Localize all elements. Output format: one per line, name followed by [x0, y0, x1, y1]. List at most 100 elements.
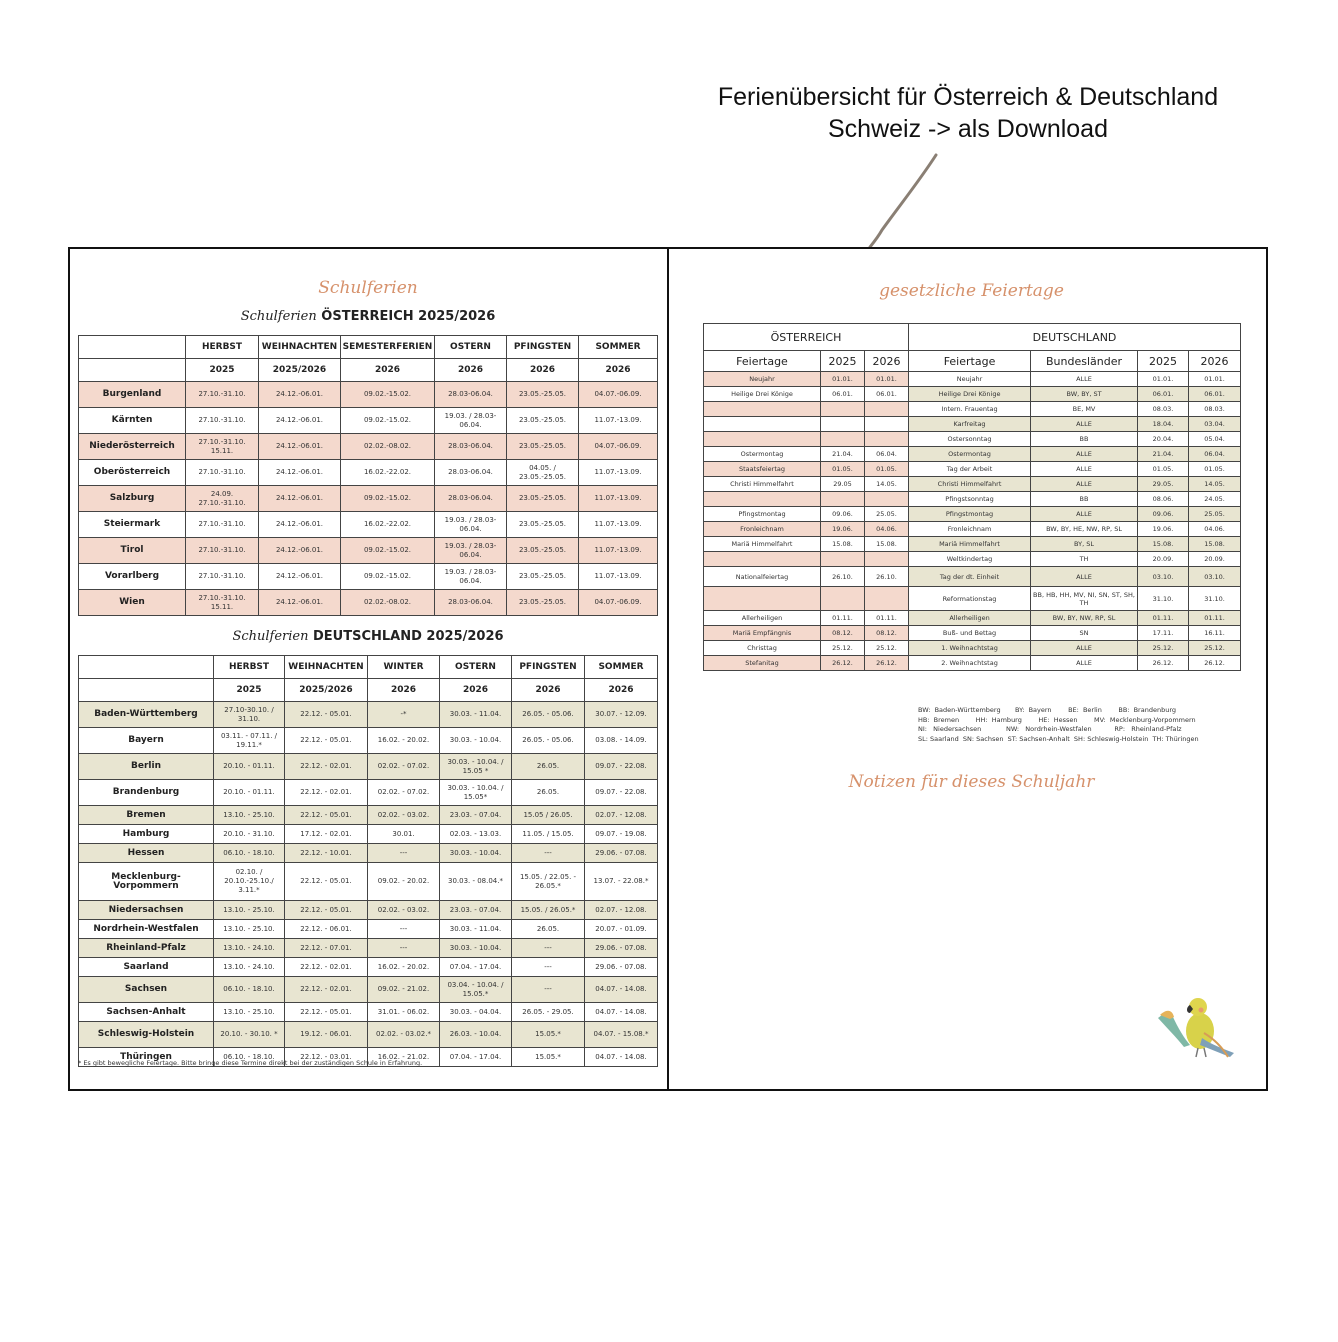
germany-date-2025: 26.12.	[1137, 655, 1190, 671]
column-header-y2025: 2025	[1137, 350, 1190, 372]
column-year: 2026	[367, 678, 440, 702]
column-header: WEIHNACHTEN	[284, 655, 368, 679]
date-cell: 27.10.-31.10. 15.11.	[185, 589, 259, 616]
austria-holiday-date	[820, 586, 865, 611]
column-year: 2026	[439, 678, 512, 702]
date-cell: 16.02.-22.02.	[340, 459, 435, 486]
austria-holiday-name	[703, 551, 821, 567]
caption-line-2: Schweiz -> als Download	[828, 115, 1108, 143]
table-row: Oberösterreich 27.10.-31.10. 24.12.-06.01.…	[78, 459, 658, 486]
date-cell: 15.05. / 22.05. - 26.05.*	[511, 862, 585, 901]
austria-holiday-date: 01.01.	[820, 371, 865, 387]
austria-holiday-date: 15.08.	[863, 536, 910, 552]
pencil-stroke-icon	[868, 153, 938, 249]
table-row: Tirol 27.10.-31.10. 24.12.-06.01. 09.02.-15…	[78, 537, 658, 564]
region-name: Steiermark	[78, 511, 186, 538]
date-cell: 30.03. - 04.04.	[439, 1002, 512, 1022]
germany-date-2025: 18.04.	[1137, 416, 1190, 432]
header-corner	[78, 335, 186, 359]
date-cell: 13.10. - 25.10.	[213, 1002, 285, 1022]
date-cell: 23.03. - 07.04.	[439, 900, 512, 920]
date-cell: 22.12. - 10.01.	[284, 843, 368, 863]
date-cell: 22.12. - 05.01.	[284, 862, 368, 901]
austria-holiday-date: 06.01.	[863, 386, 910, 402]
notes-title: Notizen für dieses Schuljahr	[848, 772, 1095, 792]
table-row: Salzburg 24.09. 27.10.-31.10. 24.12.-06.01…	[78, 485, 658, 512]
date-cell: 03.11. - 07.11. / 19.11.*	[213, 727, 285, 754]
date-cell: 24.12.-06.01.	[258, 563, 341, 590]
header-row-years: 2025 2025/2026 2026 2026 2026 2026	[78, 358, 658, 382]
austria-holiday-date: 21.04.	[820, 446, 865, 462]
germany-holiday-name: Mariä Himmelfahrt	[908, 536, 1032, 552]
austria-holiday-date: 15.08.	[820, 536, 865, 552]
date-cell: 24.12.-06.01.	[258, 459, 341, 486]
date-cell: 30.03. - 11.04.	[439, 919, 512, 939]
page-divider	[667, 247, 669, 1091]
germany-date-2026: 31.10.	[1188, 586, 1242, 611]
date-cell: 09.07. - 22.08.	[584, 753, 658, 780]
date-cell: 09.02. - 20.02.	[367, 862, 440, 901]
austria-holiday-name	[703, 431, 821, 447]
holiday-row: Neujahr 01.01. 01.01. Neujahr ALLE 01.01. 01.0…	[703, 371, 1242, 387]
left-page-title: Schulferien	[318, 278, 418, 298]
date-cell: 30.03. - 08.04.*	[439, 862, 512, 901]
date-cell: 30.07. - 12.09.	[584, 701, 658, 728]
region-name: Bayern	[78, 727, 214, 754]
germany-date-2025: 08.03.	[1137, 401, 1190, 417]
table-row: Nordrhein-Westfalen 13.10. - 25.10. 22.12.…	[78, 919, 658, 939]
table-row: Sachsen-Anhalt 13.10. - 25.10. 22.12. - 05…	[78, 1002, 658, 1022]
germany-heading: Schulferien DEUTSCHLAND 2025/2026	[78, 629, 658, 644]
holiday-row: Reformationstag BB, HB, HH, MV, NI, SN, S…	[703, 586, 1242, 611]
austria-holiday-date: 19.06.	[820, 521, 865, 537]
date-cell: 06.10. - 18.10.	[213, 976, 285, 1003]
germany-holiday-name: 2. Weihnachtstag	[908, 655, 1032, 671]
table-row: Burgenland 27.10.-31.10. 24.12.-06.01. 09.0…	[78, 381, 658, 408]
date-cell: ---	[511, 938, 585, 958]
germany-date-2026: 25.05.	[1188, 506, 1242, 522]
germany-holiday-name: Ostersonntag	[908, 431, 1032, 447]
holiday-row: Mariä Empfängnis 08.12. 08.12. Buß- und Bet…	[703, 625, 1242, 641]
germany-states: ALLE	[1030, 476, 1139, 492]
table-row: Kärnten 27.10.-31.10. 24.12.-06.01. 09.02.-…	[78, 407, 658, 434]
austria-holiday-date: 04.06.	[863, 521, 910, 537]
germany-states: ALLE	[1030, 566, 1139, 587]
germany-states: BB, HB, HH, MV, NI, SN, ST, SH, TH	[1030, 586, 1139, 611]
date-cell: 09.02.-15.02.	[340, 537, 435, 564]
date-cell: 27.10.-31.10.	[185, 511, 259, 538]
germany-states: ALLE	[1030, 655, 1139, 671]
date-cell: 16.02. - 21.02.	[367, 1047, 440, 1067]
date-cell: ---	[511, 976, 585, 1003]
date-cell: 19.12. - 06.01.	[284, 1021, 368, 1048]
austria-holiday-name: Christtag	[703, 640, 821, 656]
right-page-title: gesetzliche Feiertage	[879, 281, 1064, 301]
column-header: WINTER	[367, 655, 440, 679]
germany-date-2026: 24.05.	[1188, 491, 1242, 507]
date-cell: 22.12. - 05.01.	[284, 1002, 368, 1022]
table-row: Bayern 03.11. - 07.11. / 19.11.* 22.12. - …	[78, 727, 658, 754]
region-name: Thüringen	[78, 1047, 214, 1067]
date-cell: 19.03. / 28.03-06.04.	[434, 563, 507, 590]
austria-school-holidays-table: HERBST WEIHNACHTEN SEMESTERFERIEN OSTERN PFI…	[78, 335, 658, 616]
germany-holiday-name: Buß- und Bettag	[908, 625, 1032, 641]
austria-holiday-name	[703, 491, 821, 507]
date-cell: ---	[511, 957, 585, 977]
germany-date-2025: 29.05.	[1137, 476, 1190, 492]
germany-date-2026: 01.05.	[1188, 461, 1242, 477]
column-header-states: Bundesländer	[1030, 350, 1139, 372]
germany-date-2025: 17.11.	[1137, 625, 1190, 641]
date-cell: 09.02.-15.02.	[340, 485, 435, 512]
state-abbreviation-legend: BW: Baden-Württemberg BY: Bayern BE: Ber…	[918, 706, 1199, 743]
caption-line-1: Ferienübersicht für Österreich & Deutsch…	[717, 83, 1219, 111]
holiday-row: Stefanitag 26.12. 26.12. 2. Weihnachtstag AL…	[703, 655, 1242, 671]
germany-states: ALLE	[1030, 446, 1139, 462]
germany-date-2025: 06.01.	[1137, 386, 1190, 402]
table-row: Sachsen 06.10. - 18.10. 22.12. - 02.01. 09.…	[78, 976, 658, 1003]
table-row: Niedersachsen 13.10. - 25.10. 22.12. - 05.…	[78, 900, 658, 920]
date-cell: 30.01.	[367, 824, 440, 844]
table-row: Hessen 06.10. - 18.10. 22.12. - 10.01. --- 3…	[78, 843, 658, 863]
column-header: HERBST	[185, 335, 259, 359]
austria-holiday-name	[703, 586, 821, 611]
date-cell: 02.02.-08.02.	[340, 589, 435, 616]
column-year: 2025/2026	[284, 678, 368, 702]
date-cell: 30.03. - 10.04.	[439, 938, 512, 958]
